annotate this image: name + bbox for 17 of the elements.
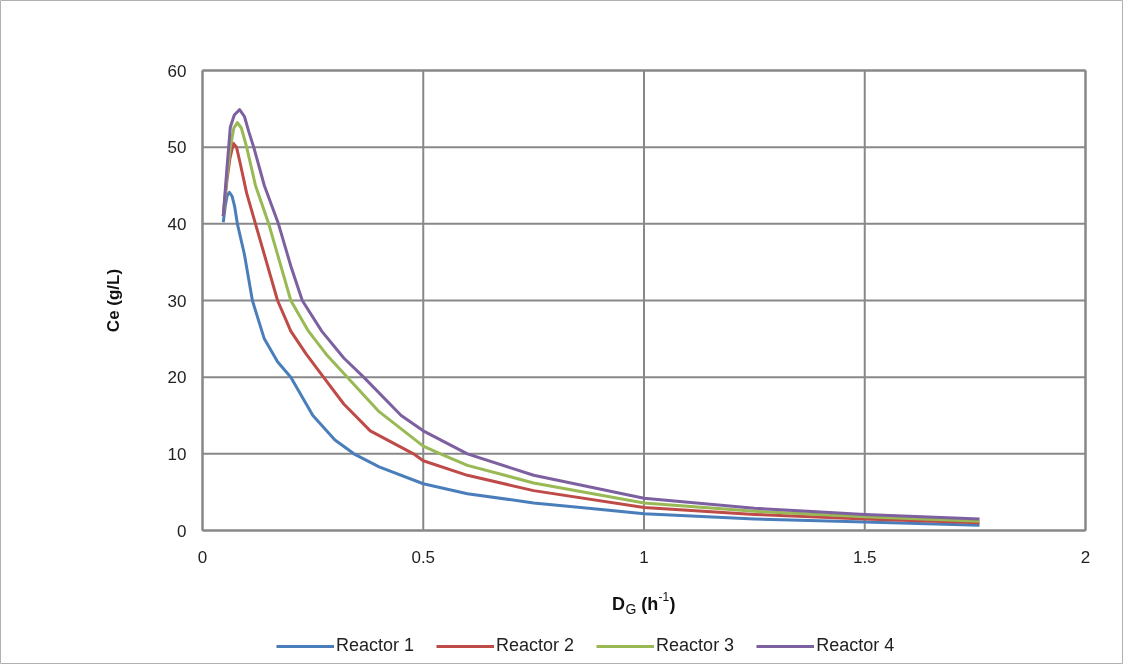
y-tick-label: 50 [167, 138, 187, 158]
x-tick-label: 0.5 [411, 547, 436, 567]
y-tick-label: 40 [167, 214, 187, 234]
x-tick-label: 2 [1080, 547, 1091, 567]
y-tick-label: 0 [177, 521, 187, 541]
y-tick-label: 20 [167, 368, 187, 388]
legend-label: Reactor 2 [496, 635, 575, 656]
y-tick-label: 60 [167, 61, 187, 81]
y-tick-label: 30 [167, 291, 187, 311]
x-tick-label: 0 [197, 547, 208, 567]
legend-label: Reactor 1 [336, 635, 415, 656]
x-tick-label: 1.5 [852, 547, 877, 567]
legend-label: Reactor 4 [816, 635, 895, 656]
y-axis-title: Ce (g/L) [104, 268, 123, 333]
x-tick-label: 1 [639, 547, 649, 567]
y-tick-label: 10 [167, 444, 187, 464]
legend-label: Reactor 3 [656, 635, 735, 656]
